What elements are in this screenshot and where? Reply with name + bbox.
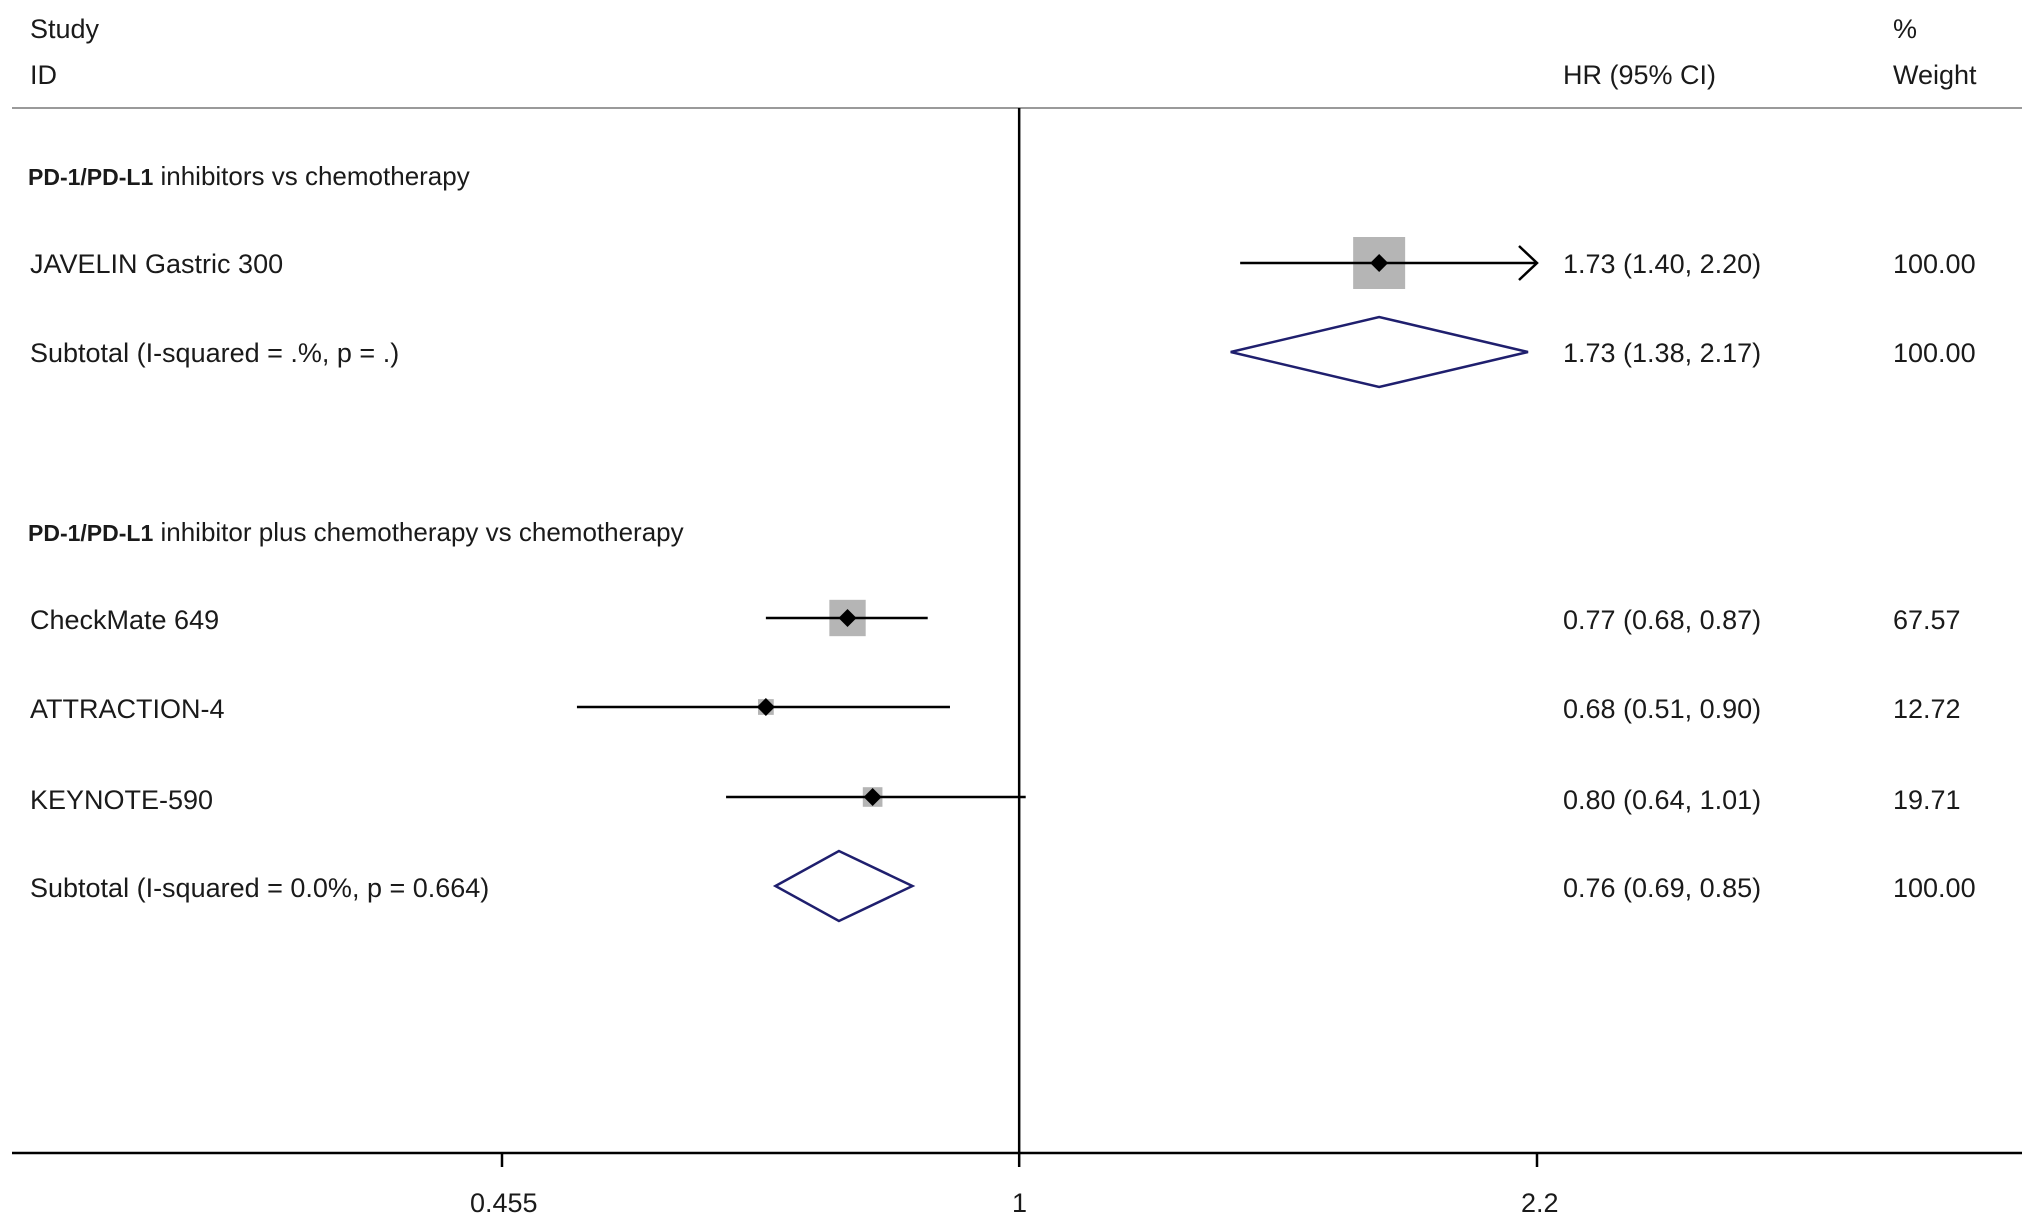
study-label-attraction: ATTRACTION-4 — [30, 694, 225, 724]
weight-value-subtotal-2: 100.00 — [1893, 873, 1976, 903]
subgroup-title-2: PD-1/PD-L1 inhibitor plus chemotherapy v… — [28, 519, 684, 545]
weight-value-javelin: 100.00 — [1893, 249, 1976, 279]
tick-label-1: 1 — [1012, 1188, 1028, 1218]
subtotal-label-1: Subtotal (I-squared = .%, p = .) — [30, 338, 400, 368]
weight-value-keynote: 19.71 — [1893, 785, 1961, 815]
weight-header: Weight — [1893, 60, 1977, 90]
hr-value-keynote: 0.80 (0.64, 1.01) — [1563, 785, 1762, 815]
id-header: ID — [30, 60, 57, 90]
study-label-keynote: KEYNOTE-590 — [30, 785, 214, 815]
ci-arrow-javelin-gastric-300 — [1518, 245, 1539, 281]
study-label-javelin: JAVELIN Gastric 300 — [30, 249, 284, 279]
tick-label-2: 2.2 — [1521, 1188, 1559, 1218]
tick-label-0: 0.455 — [470, 1188, 538, 1218]
point-estimate-checkmate-649 — [838, 609, 857, 627]
subtotal-diamond-2 — [772, 849, 916, 923]
point-estimate-keynote-590 — [863, 788, 882, 806]
point-estimate-javelin-gastric-300 — [1370, 254, 1389, 272]
subgroup-title-2-bold: PD-1/PD-L1 — [28, 520, 154, 546]
subgroup-title-1: PD-1/PD-L1 inhibitors vs chemotherapy — [28, 163, 470, 189]
subgroup-title-1-bold: PD-1/PD-L1 — [28, 164, 154, 190]
subgroup-title-2-rest: inhibitor plus chemotherapy vs chemother… — [153, 517, 684, 547]
hr-ci-header: HR (95% CI) — [1563, 60, 1717, 90]
subtotal-label-2: Subtotal (I-squared = 0.0%, p = 0.664) — [30, 873, 490, 903]
hr-value-checkmate: 0.77 (0.68, 0.87) — [1563, 605, 1762, 635]
hr-value-subtotal-2: 0.76 (0.69, 0.85) — [1563, 873, 1762, 903]
study-label-checkmate: CheckMate 649 — [30, 605, 220, 635]
hr-value-javelin: 1.73 (1.40, 2.20) — [1563, 249, 1762, 279]
subtotal-diamond-1 — [1230, 315, 1529, 389]
point-estimate-attraction-4 — [756, 698, 775, 716]
percent-header: % — [1893, 14, 1918, 44]
weight-value-checkmate: 67.57 — [1893, 605, 1961, 635]
hr-value-attraction: 0.68 (0.51, 0.90) — [1563, 694, 1762, 724]
subgroup-title-1-rest: inhibitors vs chemotherapy — [153, 161, 470, 191]
weight-value-subtotal-1: 100.00 — [1893, 338, 1976, 368]
hr-value-subtotal-1: 1.73 (1.38, 2.17) — [1563, 338, 1762, 368]
study-header: Study — [30, 14, 100, 44]
weight-value-attraction: 12.72 — [1893, 694, 1961, 724]
